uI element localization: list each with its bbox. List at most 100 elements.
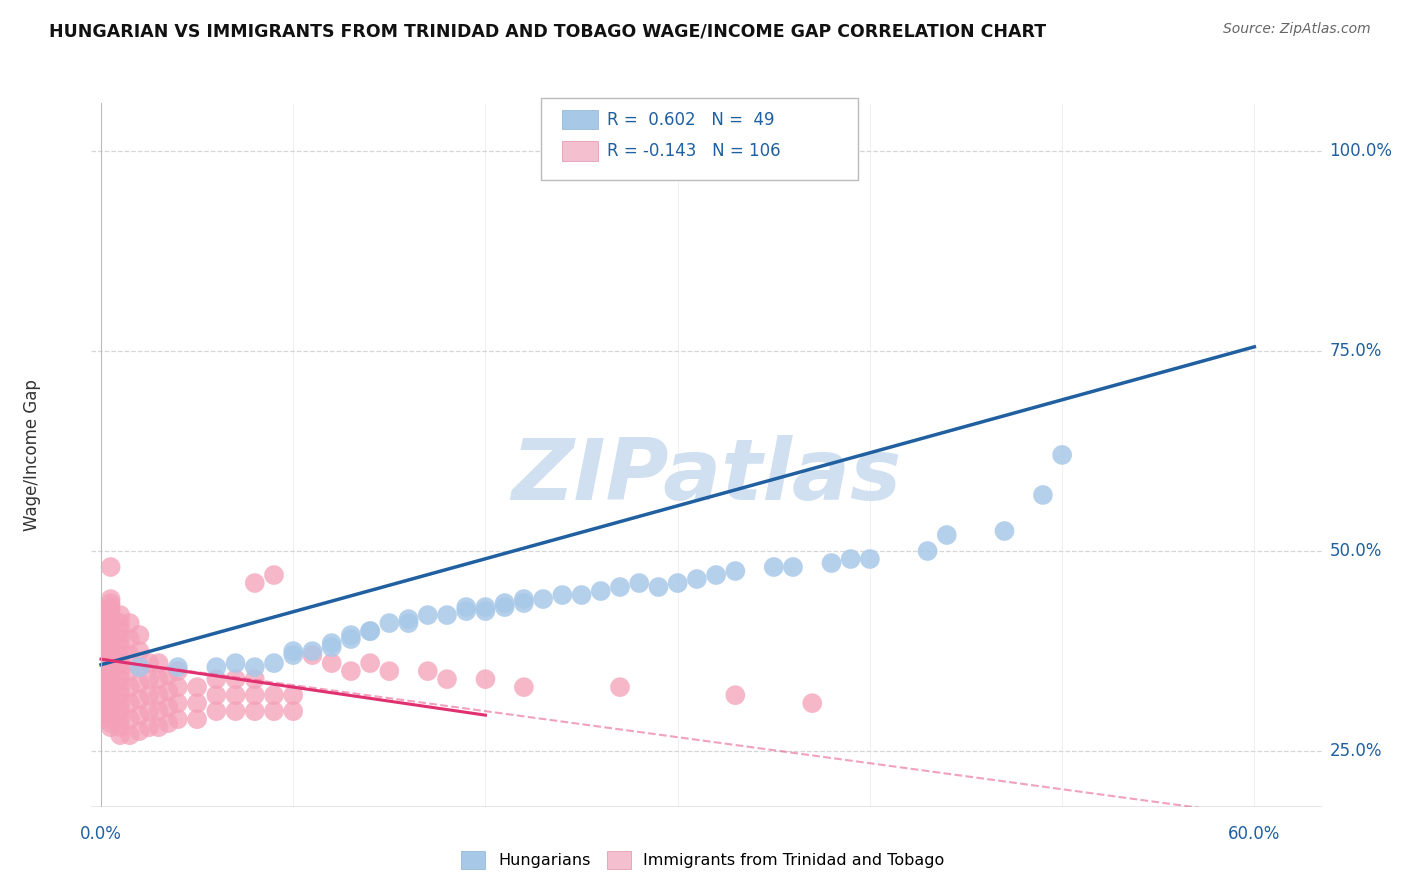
Point: [762, 560, 785, 574]
Point: [321, 636, 343, 650]
Point: [110, 624, 132, 639]
Point: [110, 680, 132, 694]
Point: [243, 688, 266, 702]
Text: HUNGARIAN VS IMMIGRANTS FROM TRINIDAD AND TOBAGO WAGE/INCOME GAP CORRELATION CHA: HUNGARIAN VS IMMIGRANTS FROM TRINIDAD AN…: [49, 22, 1046, 40]
Point: [839, 552, 862, 566]
Point: [167, 680, 190, 694]
Point: [283, 644, 305, 658]
Point: [494, 600, 516, 615]
Point: [148, 720, 170, 734]
Point: [359, 624, 381, 639]
Point: [148, 656, 170, 670]
Point: [494, 596, 516, 610]
Point: [110, 632, 132, 646]
Point: [1050, 448, 1073, 462]
Point: [110, 664, 132, 678]
Point: [724, 688, 747, 702]
Point: [205, 688, 228, 702]
Point: [110, 640, 132, 654]
Point: [100, 592, 122, 607]
Point: [321, 640, 343, 654]
Point: [100, 640, 122, 654]
Point: [157, 716, 180, 731]
Point: [186, 696, 208, 710]
Point: [100, 716, 122, 731]
Point: [704, 568, 727, 582]
Point: [609, 680, 631, 694]
Point: [301, 648, 323, 662]
Point: [100, 720, 122, 734]
Point: [340, 664, 363, 678]
Point: [628, 576, 651, 591]
Point: [138, 720, 160, 734]
Point: [100, 596, 122, 610]
Point: [243, 576, 266, 591]
Text: Source: ZipAtlas.com: Source: ZipAtlas.com: [1223, 22, 1371, 37]
Point: [110, 696, 132, 710]
Text: 50.0%: 50.0%: [1329, 542, 1382, 560]
Point: [436, 672, 458, 686]
Point: [118, 712, 141, 726]
Point: [340, 632, 363, 646]
Point: [513, 680, 536, 694]
Point: [100, 612, 122, 626]
Point: [128, 692, 150, 706]
Point: [571, 588, 593, 602]
Point: [243, 660, 266, 674]
Text: R =  0.602   N =  49: R = 0.602 N = 49: [607, 111, 775, 128]
Point: [100, 624, 122, 639]
Point: [243, 672, 266, 686]
Point: [686, 572, 709, 586]
Point: [100, 648, 122, 662]
Point: [666, 576, 689, 591]
Point: [100, 684, 122, 698]
Point: [118, 728, 141, 742]
Point: [993, 524, 1015, 538]
Text: 25.0%: 25.0%: [1329, 742, 1382, 760]
Point: [283, 648, 305, 662]
Text: ZIPatlas: ZIPatlas: [512, 434, 901, 517]
Point: [551, 588, 574, 602]
Point: [100, 620, 122, 634]
Point: [100, 696, 122, 710]
Point: [110, 688, 132, 702]
Point: [283, 704, 305, 718]
Text: 100.0%: 100.0%: [1329, 142, 1392, 160]
Point: [100, 676, 122, 690]
Point: [474, 600, 496, 615]
Legend: Hungarians, Immigrants from Trinidad and Tobago: Hungarians, Immigrants from Trinidad and…: [456, 845, 950, 875]
Point: [128, 724, 150, 739]
Point: [128, 660, 150, 674]
Point: [359, 656, 381, 670]
Point: [110, 672, 132, 686]
Point: [148, 704, 170, 718]
Point: [118, 664, 141, 678]
Point: [128, 676, 150, 690]
Point: [205, 672, 228, 686]
Point: [398, 616, 420, 631]
Point: [100, 708, 122, 723]
Point: [935, 528, 957, 542]
Point: [225, 672, 247, 686]
Point: [513, 596, 536, 610]
Point: [138, 704, 160, 718]
Point: [100, 636, 122, 650]
Point: [128, 660, 150, 674]
Point: [100, 704, 122, 718]
Point: [456, 604, 478, 618]
Point: [167, 664, 190, 678]
Point: [100, 700, 122, 714]
Point: [100, 660, 122, 674]
Point: [100, 692, 122, 706]
Text: 75.0%: 75.0%: [1329, 342, 1382, 359]
Point: [359, 624, 381, 639]
Point: [100, 560, 122, 574]
Point: [416, 608, 439, 623]
Point: [100, 616, 122, 631]
Point: [138, 656, 160, 670]
Point: [263, 688, 285, 702]
Point: [110, 728, 132, 742]
Point: [263, 704, 285, 718]
Point: [782, 560, 804, 574]
Point: [148, 688, 170, 702]
